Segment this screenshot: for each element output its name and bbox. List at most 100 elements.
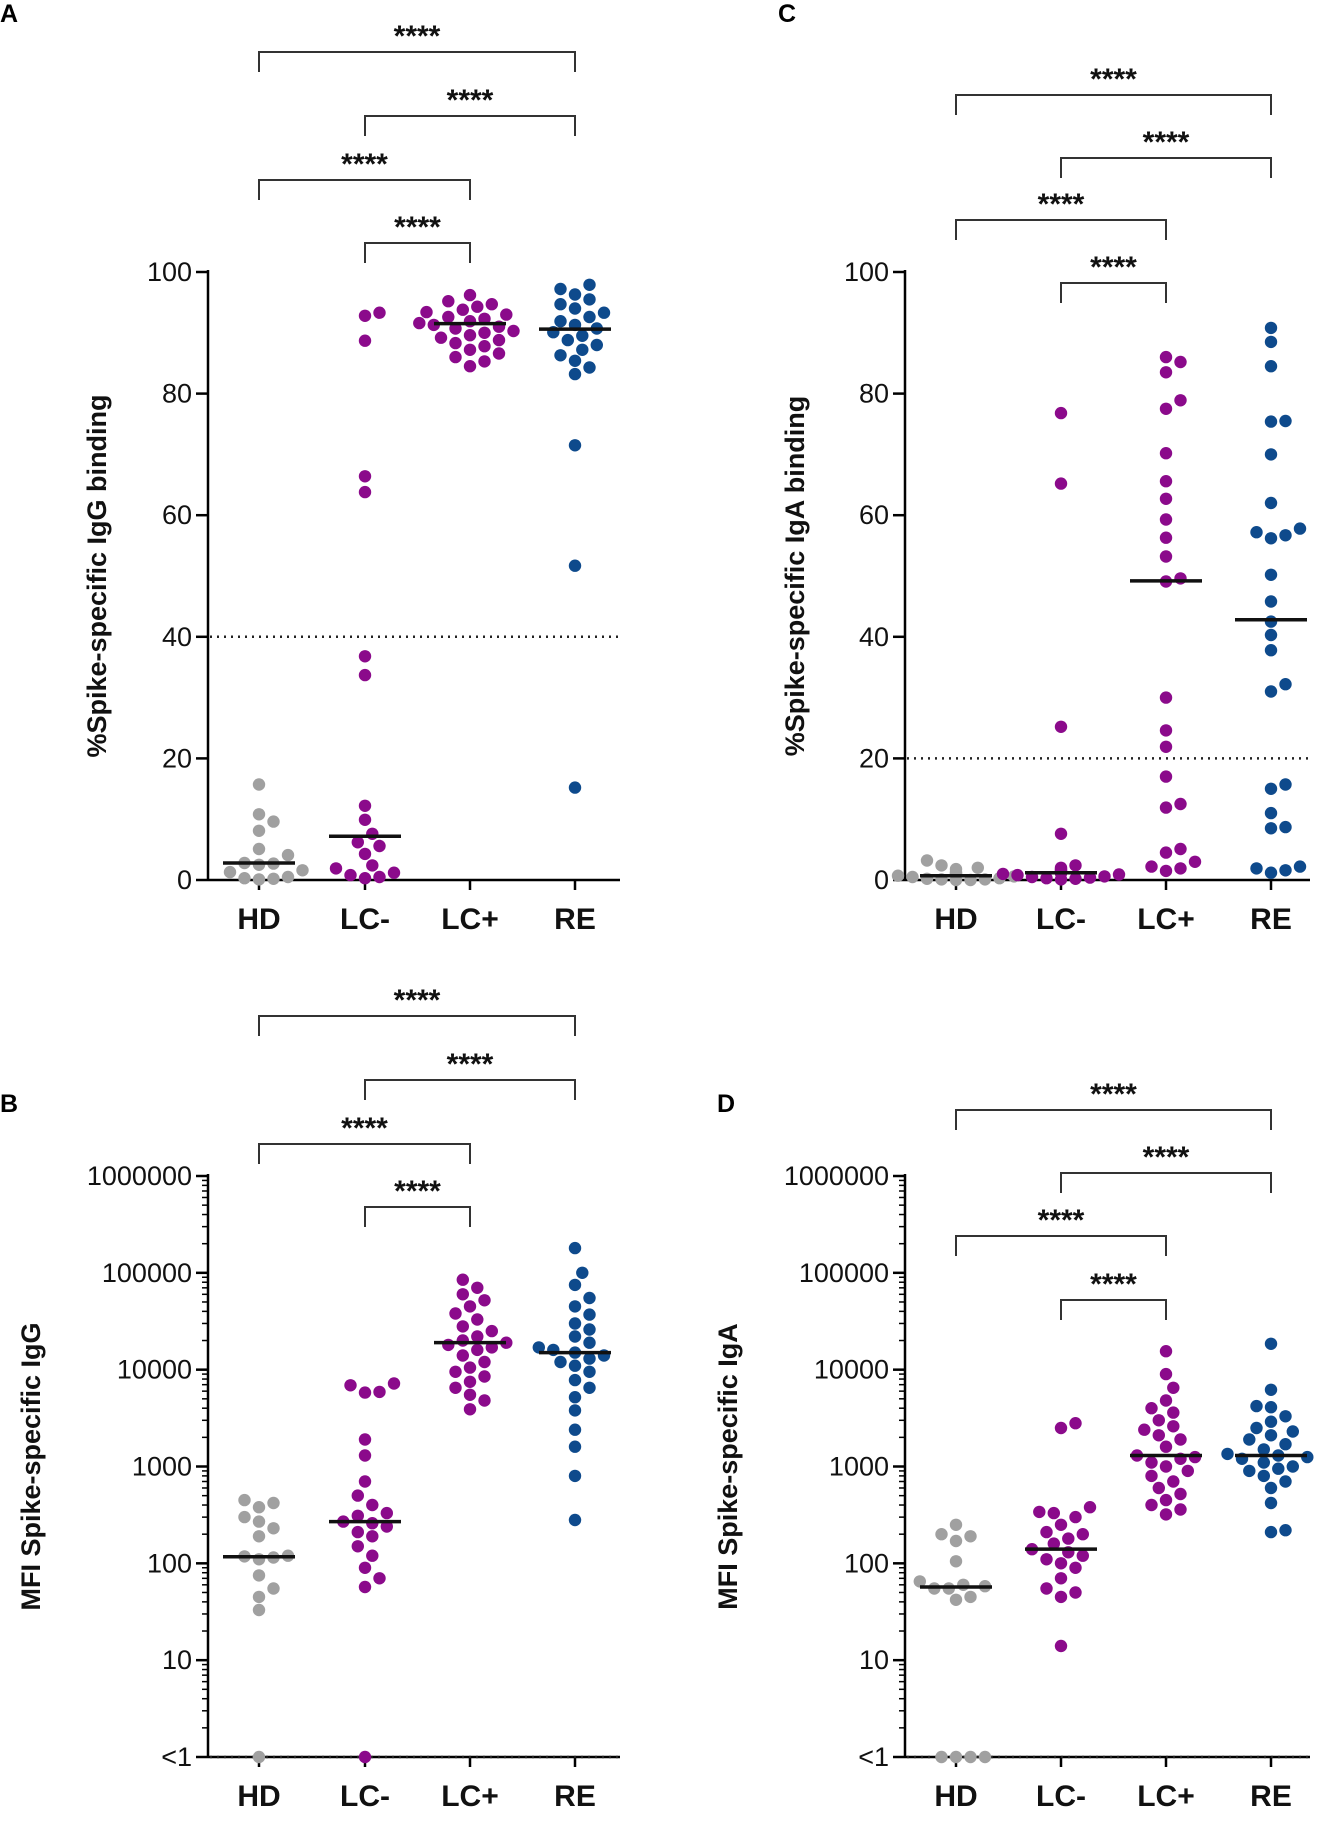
data-point [583, 1308, 596, 1321]
data-point [351, 1489, 364, 1502]
data-point [1279, 1475, 1292, 1488]
data-point [420, 305, 433, 319]
data-point [1040, 1582, 1053, 1595]
data-point [456, 1288, 469, 1301]
panel-label: B [0, 1090, 18, 1118]
data-point [554, 349, 567, 362]
data-point [971, 861, 984, 874]
data-point [568, 439, 582, 452]
data-point [449, 1381, 462, 1395]
data-point [1040, 1525, 1053, 1539]
data-point [1159, 864, 1173, 878]
data-point [1054, 1590, 1068, 1604]
data-point [1279, 820, 1292, 834]
significance-bracket [258, 179, 471, 200]
data-point [1250, 526, 1263, 539]
data-point [1047, 1506, 1061, 1520]
data-point [223, 865, 237, 879]
data-point [1167, 1475, 1180, 1488]
x-category-label: LC- [1036, 1780, 1086, 1813]
significance-bracket [955, 1109, 1272, 1130]
data-point [1264, 782, 1278, 795]
y-tick-label: 40 [859, 622, 889, 652]
data-point [1011, 868, 1024, 882]
data-point [252, 842, 266, 856]
data-point [1159, 1440, 1173, 1453]
data-point [373, 839, 386, 853]
data-point [1159, 1508, 1173, 1521]
significance-label: **** [1038, 1204, 1085, 1237]
panel-label: C [778, 0, 796, 28]
data-point [1145, 1402, 1158, 1415]
data-point [1293, 522, 1307, 535]
data-point [1264, 1496, 1278, 1510]
data-point [1264, 415, 1278, 428]
data-point [583, 1365, 596, 1379]
data-point [583, 1291, 596, 1305]
y-tick-label: 100 [147, 1548, 192, 1578]
significance-bracket [258, 51, 576, 72]
data-point [1264, 1525, 1278, 1539]
data-point [568, 1373, 582, 1387]
data-point [1174, 572, 1187, 585]
data-point [456, 1273, 469, 1286]
significance-label: **** [447, 1048, 494, 1081]
data-point [957, 1578, 970, 1592]
data-point [358, 470, 372, 483]
data-point [1264, 1429, 1278, 1442]
data-point [478, 1294, 491, 1307]
x-category-label: RE [1250, 1780, 1292, 1813]
significance-bracket [1060, 1172, 1272, 1193]
data-point [1159, 402, 1173, 415]
data-point [576, 1266, 589, 1280]
data-point [568, 1391, 582, 1404]
data-point [252, 808, 266, 821]
data-point [485, 298, 498, 311]
data-point [478, 312, 491, 325]
data-point [1076, 1549, 1090, 1562]
x-category-label: LC- [340, 1780, 390, 1813]
y-tick-label: 80 [859, 379, 889, 409]
y-tick-label: 1000000 [87, 1161, 192, 1191]
data-point [358, 1433, 372, 1446]
panel-b: B <1 10 100 1000 10000 100000 1000000 MFI Spike-… [0, 984, 620, 1813]
data-point [935, 859, 948, 872]
x-category-label: HD [934, 903, 977, 936]
data-point [1159, 846, 1173, 859]
data-point [949, 1555, 963, 1568]
data-point [1159, 691, 1173, 704]
data-point [964, 1590, 977, 1604]
data-point [252, 1515, 266, 1528]
data-point [463, 315, 477, 328]
significance-label: **** [1143, 126, 1190, 159]
x-category-label: LC- [1036, 903, 1086, 936]
data-point [1054, 861, 1068, 874]
data-point [1250, 862, 1263, 875]
data-point [1112, 868, 1126, 881]
data-point [329, 862, 343, 875]
data-point [1159, 801, 1173, 814]
data-point [1167, 1406, 1180, 1419]
data-point [1159, 1460, 1173, 1473]
data-point [463, 1375, 477, 1389]
y-tick-label: 100 [844, 257, 889, 287]
data-point [1279, 778, 1292, 791]
data-point [1054, 720, 1068, 733]
panel-a: A 0 20 40 60 80 100 %Spike-specific IgG binding… [0, 0, 620, 936]
data-point [568, 288, 582, 301]
data-point [252, 1501, 266, 1514]
data-point [949, 1750, 963, 1764]
data-point [358, 485, 372, 499]
data-point [471, 300, 484, 313]
data-point [1250, 1421, 1263, 1435]
data-point [1264, 644, 1278, 657]
data-point [281, 848, 295, 862]
data-point [1174, 862, 1187, 875]
data-point [1145, 1498, 1158, 1512]
significance-label: **** [1038, 188, 1085, 221]
data-point [1264, 866, 1278, 879]
data-point [1264, 628, 1278, 642]
significance-label: **** [1090, 63, 1137, 96]
data-point [1167, 1381, 1180, 1395]
panel-label: D [717, 1090, 735, 1118]
